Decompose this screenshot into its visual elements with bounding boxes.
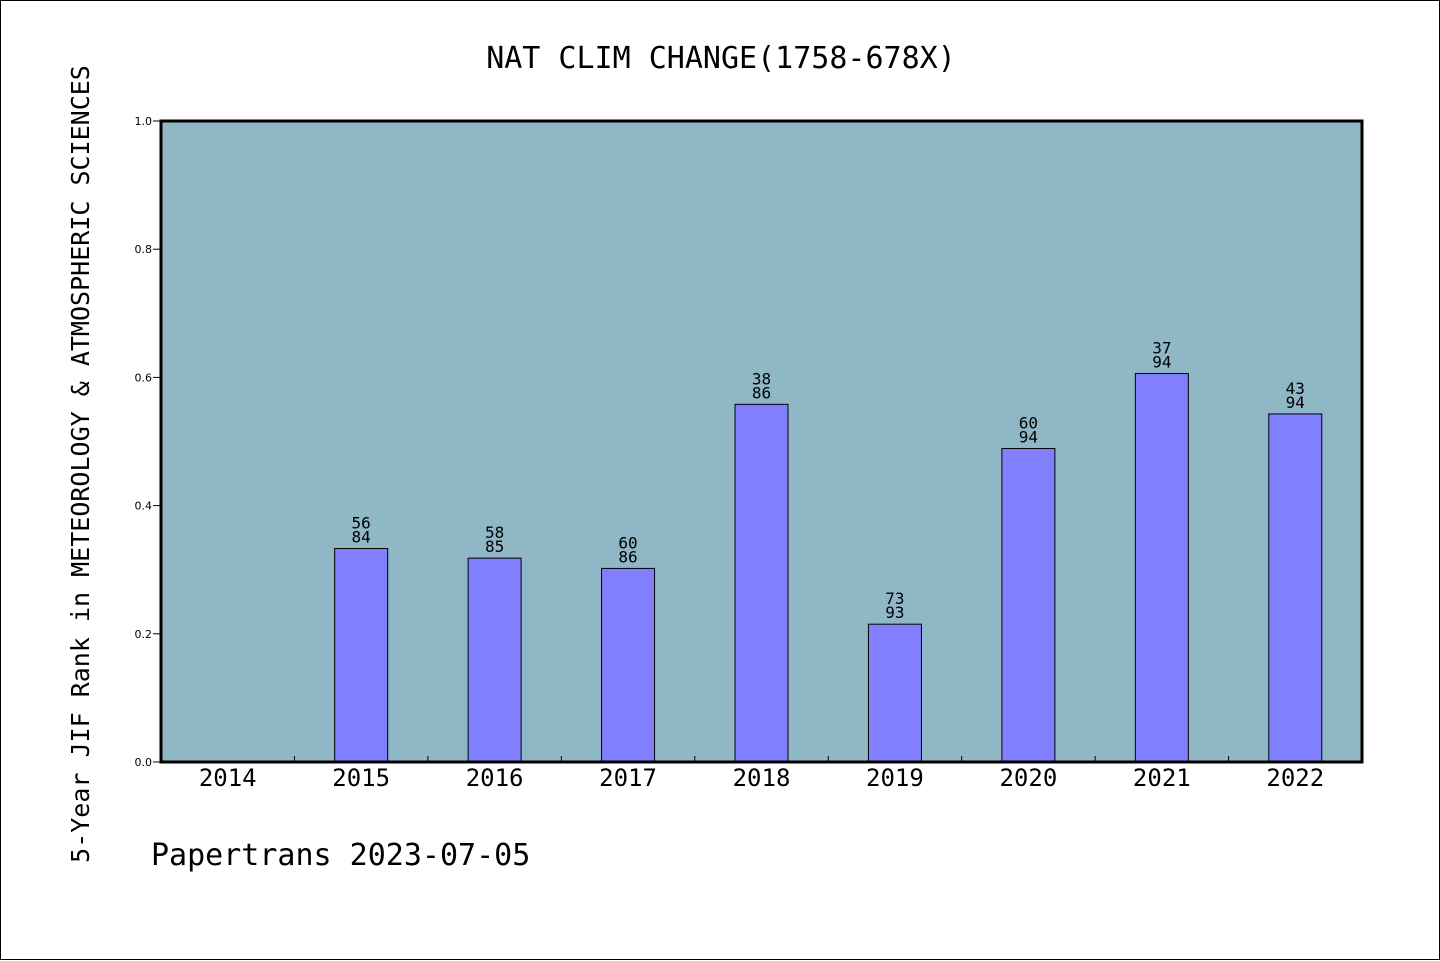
bar-label-total-2020: 94	[1019, 428, 1038, 447]
bar-label-rank-2017: 60	[618, 533, 637, 552]
bar-label-total-2018: 86	[752, 383, 771, 402]
x-tick-label-2017: 2017	[599, 764, 657, 792]
bar-label-total-2017: 86	[618, 547, 637, 566]
chart-title: NAT CLIM CHANGE(1758-678X)	[486, 41, 956, 76]
y-tick-label-0.2: 0.2	[135, 628, 153, 641]
bar-label-rank-2016: 58	[485, 523, 504, 542]
x-tick-label-2014: 2014	[199, 764, 257, 792]
bar-2017	[601, 567, 656, 763]
y-tick-label-0.8: 0.8	[135, 243, 153, 256]
y-tick-label-0.6: 0.6	[135, 371, 153, 384]
x-tick-label-2021: 2021	[1133, 764, 1191, 792]
bar-label-rank-2015: 56	[352, 514, 371, 533]
y-tick-label-1.0: 1.0	[135, 115, 153, 128]
x-tick-label-2015: 2015	[332, 764, 390, 792]
bar-2021	[1134, 373, 1189, 763]
bars	[334, 373, 1323, 763]
bar-2020	[1001, 448, 1056, 763]
y-tick-label-0.4: 0.4	[135, 500, 153, 513]
y-axis-ticks: 0.0 0.2 0.4 0.6 0.8 1.0	[135, 115, 161, 769]
footer-credit: Papertrans 2023-07-05	[151, 838, 530, 873]
bar-label-rank-2018: 38	[752, 369, 771, 388]
x-tick-label-2020: 2020	[999, 764, 1057, 792]
bar-label-total-2016: 85	[485, 537, 504, 556]
bar-2019	[867, 623, 922, 763]
bar-label-total-2015: 84	[352, 528, 371, 547]
bar-2022	[1268, 413, 1323, 763]
bar-label-rank-2020: 60	[1019, 414, 1038, 433]
bar-2015	[334, 548, 389, 763]
bar-2016	[467, 557, 522, 763]
bar-label-total-2021: 94	[1152, 353, 1171, 372]
x-tick-label-2019: 2019	[866, 764, 924, 792]
bar-label-rank-2022: 43	[1286, 379, 1305, 398]
x-tick-label-2018: 2018	[733, 764, 791, 792]
bar-label-total-2019: 93	[885, 603, 904, 622]
bar-label-rank-2021: 37	[1152, 339, 1171, 358]
x-tick-label-2016: 2016	[466, 764, 524, 792]
y-axis-label: 5-Year JIF Rank in METEOROLOGY & ATMOSPH…	[66, 65, 95, 863]
bar-label-rank-2019: 73	[885, 589, 904, 608]
y-tick-label-0.0: 0.0	[135, 756, 153, 769]
x-axis-ticks: 2014 2015 2016 2017 2018 2019 2020 2021 2022	[199, 756, 1324, 792]
bar-2018	[734, 403, 789, 763]
x-tick-label-2022: 2022	[1266, 764, 1324, 792]
plot-frame	[159, 119, 1364, 764]
bar-label-total-2022: 94	[1286, 393, 1305, 412]
